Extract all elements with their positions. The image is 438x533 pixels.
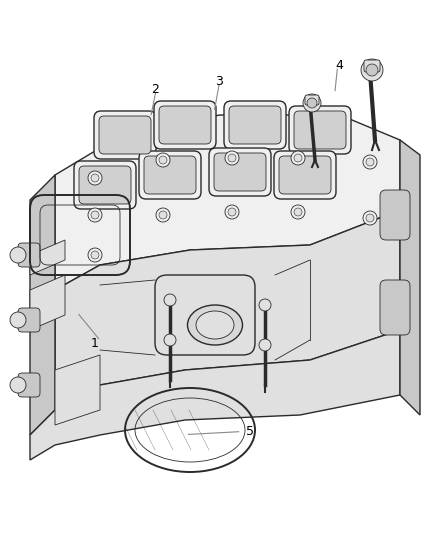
Circle shape xyxy=(88,248,102,262)
FancyBboxPatch shape xyxy=(305,95,319,105)
Circle shape xyxy=(366,64,378,76)
Ellipse shape xyxy=(196,311,234,339)
Polygon shape xyxy=(55,115,400,290)
Circle shape xyxy=(88,171,102,185)
Circle shape xyxy=(156,153,170,167)
Circle shape xyxy=(91,211,99,219)
Text: 2: 2 xyxy=(152,83,159,96)
Circle shape xyxy=(228,154,236,162)
Circle shape xyxy=(294,208,302,216)
Circle shape xyxy=(307,98,317,108)
Circle shape xyxy=(366,158,374,166)
Polygon shape xyxy=(30,175,55,435)
Circle shape xyxy=(91,174,99,182)
Circle shape xyxy=(159,156,167,164)
Circle shape xyxy=(88,208,102,222)
Circle shape xyxy=(164,334,176,346)
Circle shape xyxy=(10,377,26,393)
Text: 1: 1 xyxy=(90,337,98,350)
Circle shape xyxy=(291,151,305,165)
Circle shape xyxy=(291,205,305,219)
Circle shape xyxy=(366,214,374,222)
Text: 4: 4 xyxy=(336,59,343,71)
Circle shape xyxy=(259,339,271,351)
FancyBboxPatch shape xyxy=(18,243,40,267)
Polygon shape xyxy=(55,210,400,410)
Polygon shape xyxy=(30,330,400,460)
FancyBboxPatch shape xyxy=(274,151,336,199)
Circle shape xyxy=(259,299,271,311)
FancyBboxPatch shape xyxy=(209,148,271,196)
Circle shape xyxy=(361,59,383,81)
Polygon shape xyxy=(30,240,65,275)
FancyBboxPatch shape xyxy=(279,156,331,194)
Polygon shape xyxy=(30,275,65,330)
FancyBboxPatch shape xyxy=(139,151,201,199)
FancyBboxPatch shape xyxy=(289,106,351,154)
Circle shape xyxy=(156,208,170,222)
FancyBboxPatch shape xyxy=(380,190,410,240)
FancyBboxPatch shape xyxy=(214,153,266,191)
FancyBboxPatch shape xyxy=(155,275,255,355)
Circle shape xyxy=(363,155,377,169)
FancyBboxPatch shape xyxy=(294,111,346,149)
Circle shape xyxy=(91,251,99,259)
FancyBboxPatch shape xyxy=(229,106,281,144)
FancyBboxPatch shape xyxy=(144,156,196,194)
Circle shape xyxy=(303,94,321,112)
FancyBboxPatch shape xyxy=(74,161,136,209)
Text: 3: 3 xyxy=(215,75,223,87)
Polygon shape xyxy=(55,355,100,425)
Circle shape xyxy=(159,211,167,219)
FancyBboxPatch shape xyxy=(380,280,410,335)
Circle shape xyxy=(294,154,302,162)
Text: 5: 5 xyxy=(246,425,254,438)
FancyBboxPatch shape xyxy=(99,116,151,154)
FancyBboxPatch shape xyxy=(79,166,131,204)
Circle shape xyxy=(225,205,239,219)
FancyBboxPatch shape xyxy=(18,373,40,397)
Circle shape xyxy=(228,208,236,216)
FancyBboxPatch shape xyxy=(224,101,286,149)
Circle shape xyxy=(225,151,239,165)
FancyBboxPatch shape xyxy=(159,106,211,144)
FancyBboxPatch shape xyxy=(18,308,40,332)
Circle shape xyxy=(363,211,377,225)
FancyBboxPatch shape xyxy=(154,101,216,149)
Circle shape xyxy=(10,312,26,328)
FancyBboxPatch shape xyxy=(94,111,156,159)
Polygon shape xyxy=(400,140,420,415)
FancyBboxPatch shape xyxy=(364,60,380,72)
Ellipse shape xyxy=(187,305,243,345)
Circle shape xyxy=(10,247,26,263)
Circle shape xyxy=(164,294,176,306)
